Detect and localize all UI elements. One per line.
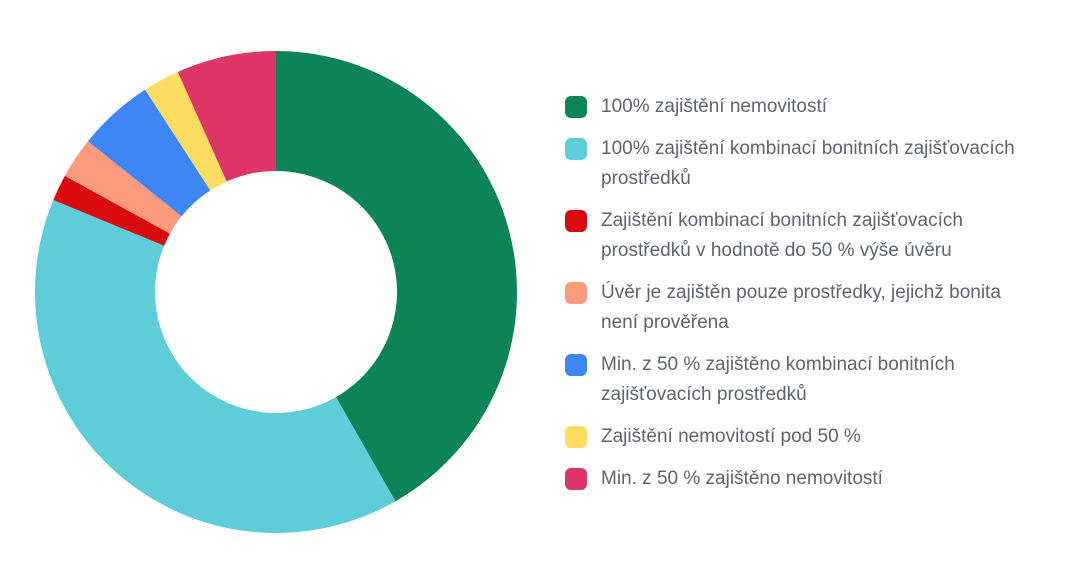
legend-swatch (565, 96, 587, 118)
legend-label: 100% zajištění nemovitostí (601, 96, 828, 117)
legend-swatch (565, 210, 587, 232)
legend-item: Úvěr je zajištěn pouze prostředky, jejic… (565, 278, 1035, 338)
legend-item: 100% zajištění nemovitostí (565, 92, 1035, 122)
donut-slice (34, 199, 396, 533)
legend-item: Min. z 50 % zajištěno nemovitostí (565, 464, 1035, 494)
donut-slice (87, 89, 211, 217)
legend-label: Zajištění kombinací bonitních zajišťovac… (601, 210, 963, 261)
legend-item: Zajištění kombinací bonitních zajišťovac… (565, 206, 1035, 266)
donut-slice (53, 175, 170, 246)
donut-chart (34, 51, 517, 533)
legend-label: Min. z 50 % zajištěno nemovitostí (601, 468, 883, 489)
legend-item: Zajištění nemovitostí pod 50 % (565, 422, 1035, 452)
legend-label: Zajištění nemovitostí pod 50 % (601, 426, 861, 447)
legend-swatch (565, 138, 587, 160)
legend: 100% zajištění nemovitostí 100% zajištěn… (565, 92, 1035, 506)
donut-slice (177, 51, 276, 182)
legend-swatch (565, 426, 587, 448)
legend-label: Úvěr je zajištěn pouze prostředky, jejic… (601, 282, 1001, 333)
legend-swatch (565, 468, 587, 490)
legend-item: Min. z 50 % zajištěno kombinací bonitníc… (565, 350, 1035, 410)
legend-label: 100% zajištění kombinací bonitních zajiš… (601, 138, 1015, 189)
legend-label: Min. z 50 % zajištěno kombinací bonitníc… (601, 354, 955, 405)
legend-swatch (565, 354, 587, 376)
donut-slice (64, 141, 182, 234)
legend-swatch (565, 282, 587, 304)
legend-item: 100% zajištění kombinací bonitních zajiš… (565, 134, 1035, 194)
donut-slice (276, 51, 517, 502)
donut-slice (145, 71, 227, 191)
